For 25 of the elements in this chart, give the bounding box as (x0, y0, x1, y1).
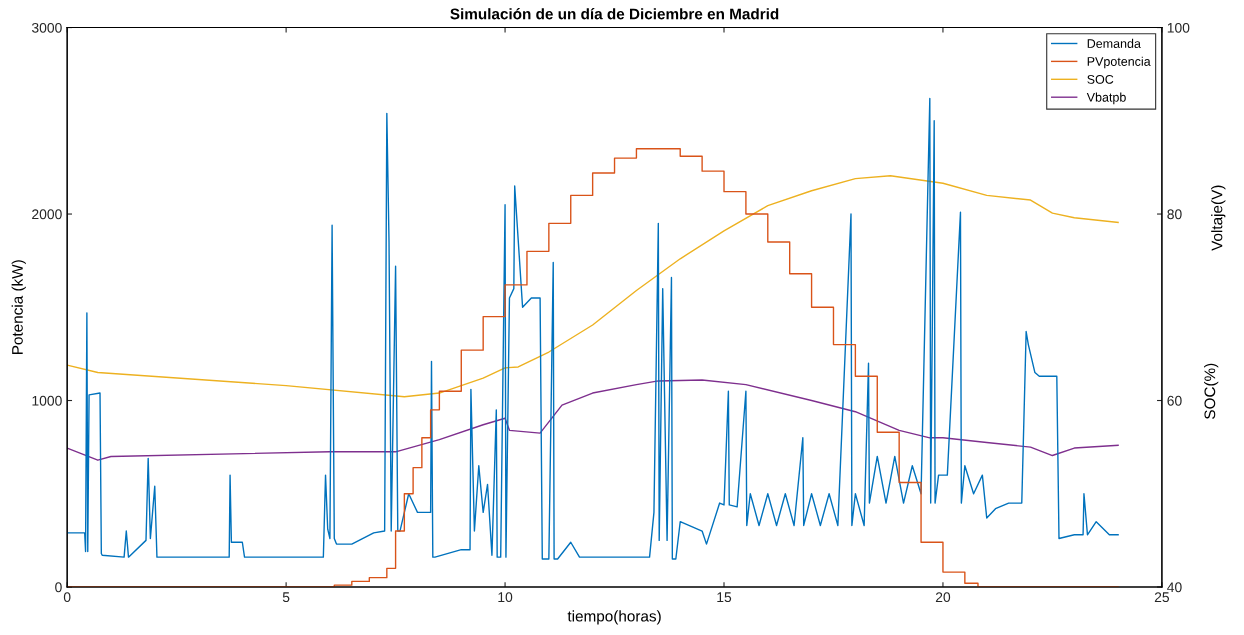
y-tick-label: 0 (55, 582, 62, 593)
chart-title: Simulación de un día de Diciembre en Madrid (450, 8, 779, 20)
x-tick-label: 15 (717, 592, 732, 603)
y-tick-label: 2000 (32, 209, 62, 220)
y-tick-label: 1000 (32, 395, 62, 406)
legend-label: Vbatpb (1086, 92, 1126, 105)
y2-tick-label: 80 (1167, 209, 1182, 220)
text: SOC(%) (1204, 363, 1219, 419)
x-tick-label: 5 (282, 592, 290, 603)
legend-label: SOC (1087, 74, 1114, 84)
y2-tick-label: 40 (1167, 582, 1182, 593)
y-tick-label: 3000 (31, 22, 62, 33)
line-series (67, 175, 1119, 398)
x-tick-label: 25 (1154, 592, 1170, 603)
x-tick-label: 10 (498, 592, 513, 603)
y-axis-title: Potencia (kW) (11, 260, 26, 354)
legend-label: Demanda (1087, 38, 1141, 48)
y2-tick-label: 100 (1167, 22, 1190, 33)
x-axis-title: tiempo(horas) (567, 610, 661, 625)
x-tick-label: 0 (63, 592, 71, 603)
line-series (67, 379, 1119, 461)
y2-axis-title: Voltaje(V) (1211, 185, 1226, 251)
y2-tick-label: 60 (1167, 395, 1182, 406)
legend-label: PVpotencia (1087, 56, 1151, 69)
x-tick-label: 20 (935, 592, 951, 603)
